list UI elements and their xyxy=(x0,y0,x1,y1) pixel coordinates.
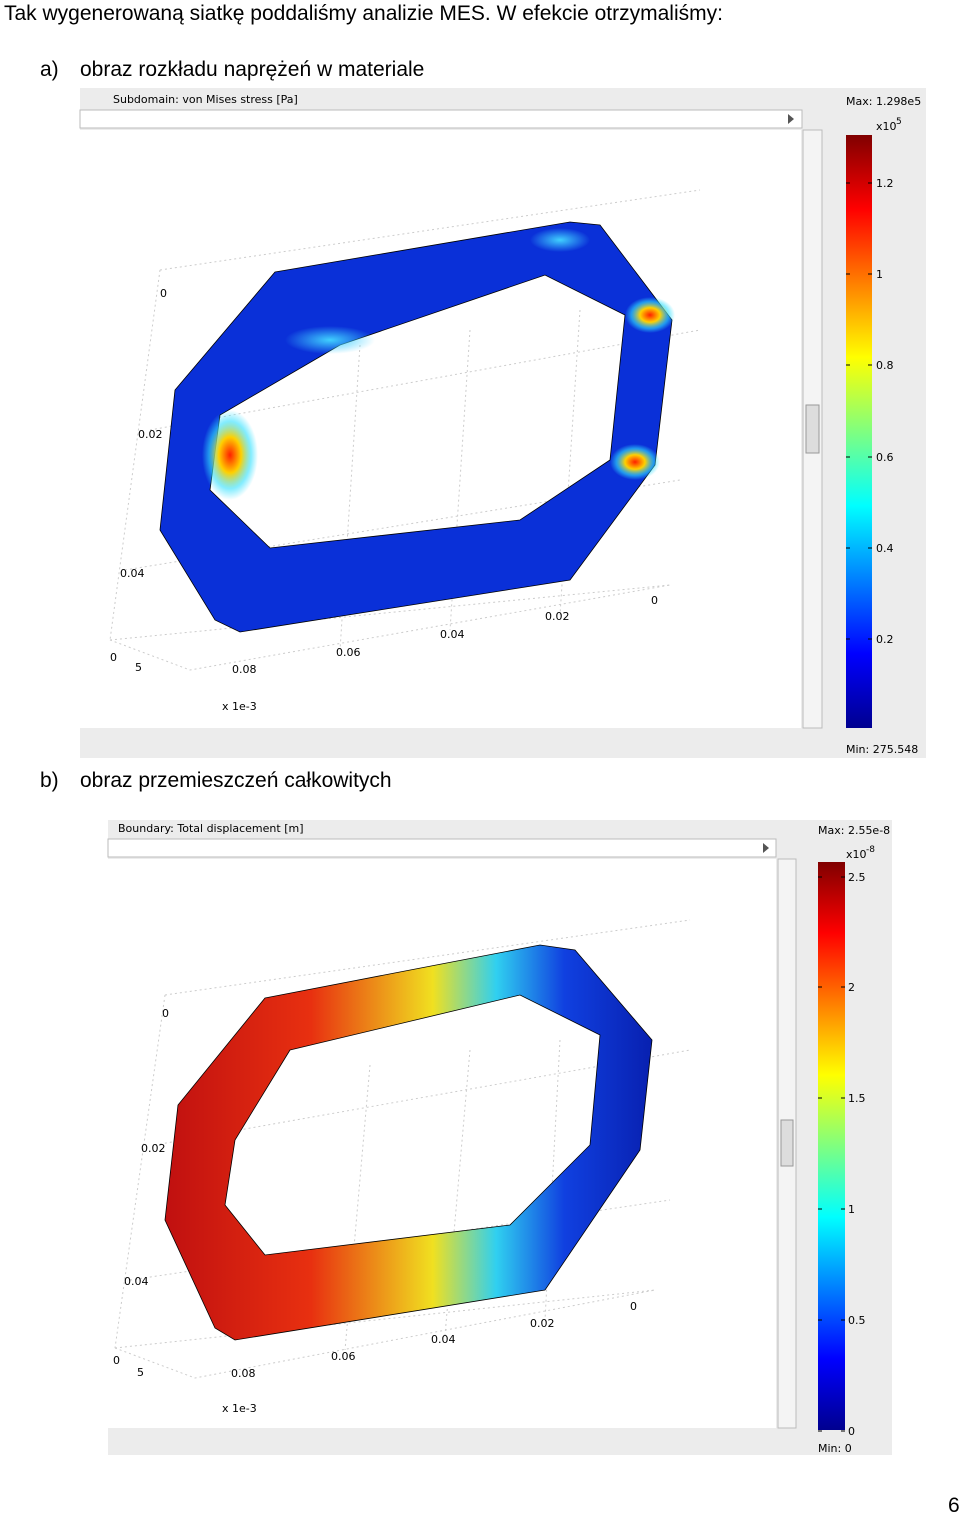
hotspot xyxy=(202,410,258,500)
scale-base: x10 xyxy=(846,848,867,861)
hotspot xyxy=(610,444,660,480)
scale-exp: -8 xyxy=(866,845,875,855)
scale-base: x10 xyxy=(876,120,897,133)
figure-displacement: Boundary: Total displacement [m] Max: 2.… xyxy=(107,820,892,1455)
grid xyxy=(109,189,701,671)
caption: obraz przemieszczeń całkowitych xyxy=(80,769,392,792)
axis-unit: x 1e-3 xyxy=(222,1402,257,1415)
colorbar xyxy=(846,135,872,728)
axis-label: 0.04 xyxy=(440,628,465,641)
max-label: Max: 1.298e5 xyxy=(846,95,921,108)
axis-label: 0 xyxy=(110,651,117,664)
axis-label: 0 xyxy=(113,1354,120,1367)
colorbar-tick-label: 1 xyxy=(876,268,883,281)
hotspot xyxy=(625,297,675,333)
figure-stress: Subdomain: von Mises stress [Pa] Max: 1.… xyxy=(79,88,926,758)
intro-text: Tak wygenerowaną siatkę poddaliśmy anali… xyxy=(4,2,723,25)
axis-label: 0.06 xyxy=(336,646,361,659)
colorbar-tick-label: 2 xyxy=(848,981,855,994)
colorbar-tick-label: 0 xyxy=(848,1425,855,1438)
axis-label: 0 xyxy=(160,287,167,300)
caption: obraz rozkładu naprężeń w materiale xyxy=(80,58,424,81)
axis-label: 0.06 xyxy=(331,1350,356,1363)
plot-title: Subdomain: von Mises stress [Pa] xyxy=(113,93,298,106)
axis-label: 0 xyxy=(162,1007,169,1020)
scale-exp: 5 xyxy=(896,117,902,127)
axis-label: 0 xyxy=(651,594,658,607)
axis-label: 5 xyxy=(137,1366,144,1379)
colorbar-tick-label: 1 xyxy=(848,1203,855,1216)
axis-label: 0.02 xyxy=(141,1142,166,1155)
axis-label: 0.02 xyxy=(138,428,163,441)
page-number: 6 xyxy=(948,1494,960,1515)
caption-label: b) xyxy=(40,769,59,792)
scroll-arrow[interactable] xyxy=(763,843,769,853)
caption-label: a) xyxy=(40,58,59,81)
axis-label: 0.08 xyxy=(231,1367,256,1380)
scroll-thumb[interactable] xyxy=(805,404,820,454)
scroll-thumb[interactable] xyxy=(780,1119,794,1167)
axis-label: 5 xyxy=(135,661,142,674)
colorbar-tick-label: 0.8 xyxy=(876,359,894,372)
colorbar-tick-label: 0.2 xyxy=(876,633,894,646)
axis-label: 0.04 xyxy=(120,567,145,580)
displacement-ring xyxy=(164,944,653,1341)
axis-label: 0.04 xyxy=(431,1333,456,1346)
h-scrollbar[interactable] xyxy=(79,109,803,129)
colorbar-tick-label: 0.5 xyxy=(848,1314,866,1327)
colorbar-tick-label: 0.4 xyxy=(876,542,894,555)
colorbar-tick-label: 2.5 xyxy=(848,871,866,884)
min-label: Min: 275.548 xyxy=(846,743,918,756)
max-label: Max: 2.55e-8 xyxy=(818,824,890,837)
axis-unit: x 1e-3 xyxy=(222,700,257,713)
colorbar-tick-label: 1.5 xyxy=(848,1092,866,1105)
axis-label: 0.02 xyxy=(545,610,570,623)
axis-label: 0 xyxy=(630,1300,637,1313)
highlight xyxy=(530,228,590,252)
grid xyxy=(114,919,691,1379)
highlight xyxy=(285,326,375,354)
colorbar xyxy=(818,862,845,1430)
colorbar-tick-label: 1.2 xyxy=(876,177,894,190)
colorbar-tick-label: 0.6 xyxy=(876,451,894,464)
plot-title: Boundary: Total displacement [m] xyxy=(118,822,304,835)
h-scrollbar[interactable] xyxy=(107,838,777,858)
min-label: Min: 0 xyxy=(818,1442,852,1455)
scroll-arrow[interactable] xyxy=(788,114,794,124)
axis-label: 0.04 xyxy=(124,1275,149,1288)
axis-label: 0.08 xyxy=(232,663,257,676)
axis-label: 0.02 xyxy=(530,1317,555,1330)
